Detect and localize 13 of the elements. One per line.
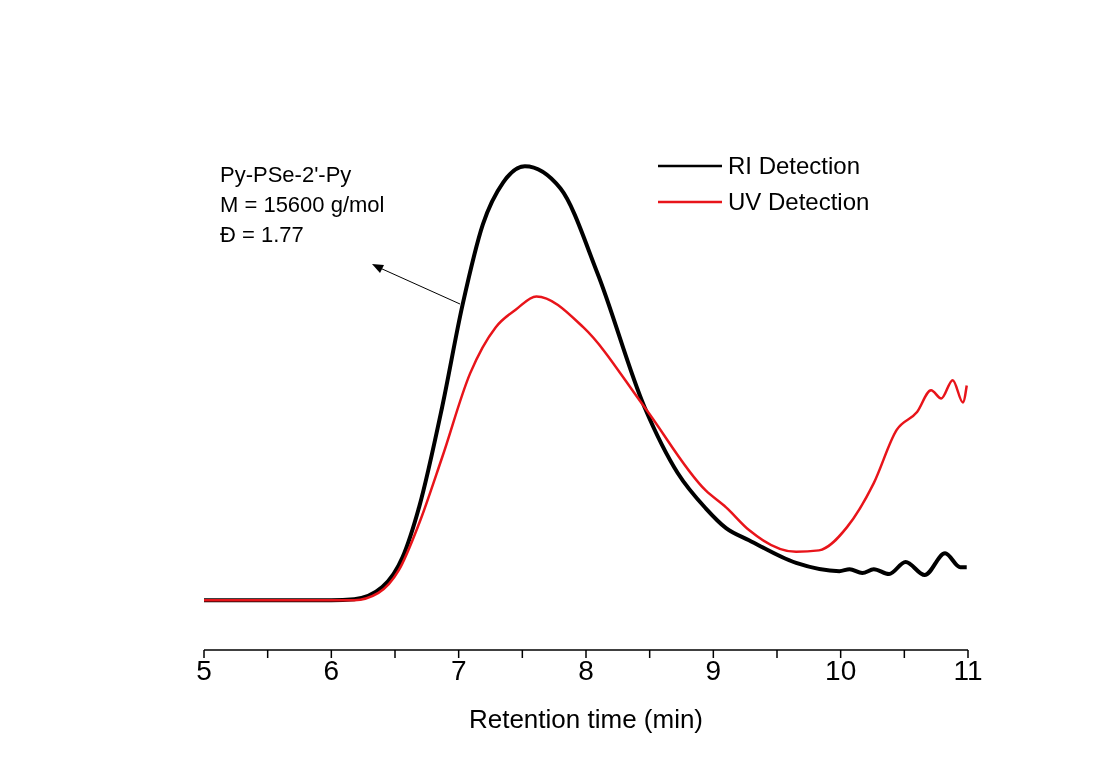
annotation: Đ = 1.77: [220, 221, 305, 249]
annotation: M = 15600 g/mol: [220, 191, 385, 219]
x-tick-label: 6: [323, 654, 340, 686]
annotation: Py-PSe-2'-Py: [220, 161, 353, 189]
x-tick-label: 5: [196, 654, 212, 686]
legend-label: UV Detection: [728, 188, 870, 216]
x-tick-label: 9: [705, 654, 722, 686]
x-axis-title: Retention time (min): [468, 704, 704, 734]
legend-label: RI Detection: [728, 152, 861, 180]
x-tick-label: 11: [953, 654, 983, 686]
x-tick-label: 8: [578, 654, 594, 686]
x-tick-label: 10: [825, 654, 857, 686]
x-tick-label: 7: [450, 654, 467, 686]
